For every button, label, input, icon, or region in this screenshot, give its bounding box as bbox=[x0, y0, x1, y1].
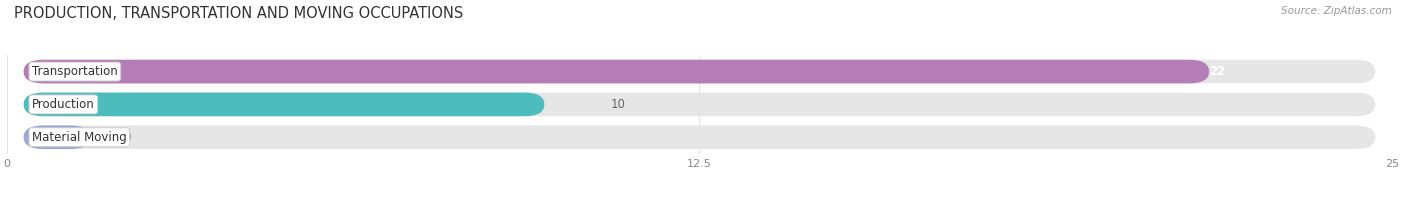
Text: Source: ZipAtlas.com: Source: ZipAtlas.com bbox=[1281, 6, 1392, 16]
FancyBboxPatch shape bbox=[24, 60, 1209, 83]
Text: 10: 10 bbox=[610, 98, 626, 111]
Text: 0: 0 bbox=[124, 131, 131, 144]
Text: PRODUCTION, TRANSPORTATION AND MOVING OCCUPATIONS: PRODUCTION, TRANSPORTATION AND MOVING OC… bbox=[14, 6, 464, 21]
FancyBboxPatch shape bbox=[24, 125, 1375, 149]
FancyBboxPatch shape bbox=[24, 60, 1375, 83]
FancyBboxPatch shape bbox=[24, 125, 90, 149]
FancyBboxPatch shape bbox=[24, 93, 544, 116]
Text: Transportation: Transportation bbox=[32, 65, 118, 78]
FancyBboxPatch shape bbox=[24, 93, 1375, 116]
Text: Production: Production bbox=[32, 98, 94, 111]
Text: 22: 22 bbox=[1209, 65, 1226, 78]
Text: Material Moving: Material Moving bbox=[32, 131, 127, 144]
